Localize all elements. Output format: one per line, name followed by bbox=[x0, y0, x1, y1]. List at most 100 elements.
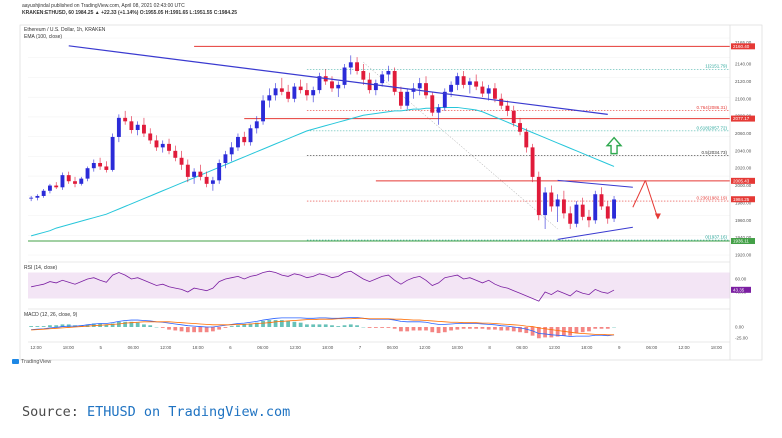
ema-label: EMA (100, close) bbox=[24, 34, 63, 40]
macd-histogram-bar bbox=[323, 324, 328, 327]
candle-body bbox=[98, 162, 103, 167]
price-badge-label: 2005.43 bbox=[733, 178, 750, 183]
macd-histogram-bar bbox=[474, 327, 479, 329]
candle-body bbox=[505, 105, 510, 111]
macd-histogram-bar bbox=[449, 327, 453, 331]
macd-histogram-bar bbox=[248, 323, 253, 327]
macd-line bbox=[31, 317, 615, 337]
macd-histogram-bar bbox=[593, 327, 598, 329]
macd-histogram-bar bbox=[405, 327, 410, 332]
macd-histogram-bar bbox=[204, 327, 209, 333]
candle-body bbox=[148, 133, 153, 141]
time-tick-label: 12:00 bbox=[419, 345, 431, 350]
macd-histogram-bar bbox=[292, 321, 297, 327]
macd-histogram-bar bbox=[117, 321, 121, 327]
time-tick-label: 06:00 bbox=[128, 345, 140, 350]
candle-body bbox=[493, 88, 497, 99]
macd-histogram-bar bbox=[317, 324, 322, 327]
up-arrow-icon bbox=[605, 136, 623, 155]
fib-label: 0(1937.16) bbox=[705, 235, 727, 240]
time-tick-label: 8 bbox=[488, 345, 491, 350]
candle-body bbox=[298, 86, 303, 91]
time-tick-label: 18:00 bbox=[322, 345, 334, 350]
time-tick-label: 7 bbox=[359, 345, 362, 350]
candle-body bbox=[417, 83, 422, 89]
rsi-overbought-oversold-band bbox=[28, 272, 730, 299]
price-axis: 2165.002140.002120.002100.002080.002060.… bbox=[729, 25, 755, 360]
macd-histogram-bar bbox=[543, 327, 547, 338]
macd-histogram-bar bbox=[355, 325, 359, 327]
source-caption: Source: ETHUSD on TradingView.com bbox=[22, 404, 291, 420]
candle-body bbox=[104, 166, 109, 170]
candle-body bbox=[110, 136, 115, 170]
candle-body bbox=[242, 136, 247, 143]
candle-body bbox=[587, 216, 591, 221]
macd-histogram-bar bbox=[511, 327, 516, 332]
price-tick-label: 2140.00 bbox=[735, 62, 752, 67]
price-badge bbox=[731, 115, 755, 122]
fib-label: 0.236(1982.19) bbox=[696, 196, 727, 201]
macd-histogram-bar bbox=[148, 325, 153, 327]
candle-body bbox=[530, 147, 535, 177]
candle-body bbox=[511, 110, 516, 124]
time-tick-label: 18:00 bbox=[452, 345, 464, 350]
macd-histogram-bar bbox=[110, 323, 115, 327]
macd-histogram-bar bbox=[286, 320, 290, 327]
candle-body bbox=[91, 162, 96, 169]
macd-histogram-bar bbox=[499, 327, 504, 331]
macd-histogram-bar bbox=[455, 327, 460, 330]
macd-histogram-bar bbox=[436, 327, 441, 334]
candle-body bbox=[455, 76, 460, 85]
macd-histogram-bar bbox=[223, 327, 228, 328]
macd-histogram-bar bbox=[129, 321, 134, 327]
candle-body bbox=[173, 150, 178, 158]
macd-histogram-bar bbox=[217, 327, 222, 330]
price-tick-label: 1980.00 bbox=[735, 200, 752, 205]
candle-body bbox=[29, 197, 34, 199]
time-axis: 12:00 18:00 5 06:00 12:00 18:00 6 06:00 12:00 18:… bbox=[28, 341, 730, 350]
macd-histogram-bar bbox=[330, 325, 334, 327]
candle-body bbox=[185, 164, 190, 177]
candle-body bbox=[467, 81, 472, 85]
macd-histogram-bar bbox=[373, 327, 378, 328]
fib-label: 1(2151.79) bbox=[705, 64, 727, 69]
candle-body bbox=[398, 91, 403, 106]
macd-histogram-bar bbox=[605, 327, 610, 329]
candle-body bbox=[41, 190, 46, 196]
price-badge-label: 2077.17 bbox=[733, 116, 750, 121]
macd-histogram-bar bbox=[524, 327, 529, 334]
macd-histogram-bar bbox=[574, 327, 579, 334]
macd-histogram-bar bbox=[336, 326, 341, 327]
candle-body bbox=[518, 123, 522, 132]
macd-histogram-bar bbox=[442, 327, 447, 333]
trendlines bbox=[68, 45, 633, 240]
time-tick-label: 12:00 bbox=[30, 345, 42, 350]
candle-body bbox=[499, 98, 504, 106]
candle-body bbox=[593, 194, 598, 221]
macd-histogram-bar bbox=[367, 327, 372, 328]
fib-label: 0.618(2057.72) bbox=[696, 125, 727, 130]
candle-body bbox=[436, 107, 441, 113]
macd-histogram-bar bbox=[254, 322, 259, 327]
candle-body bbox=[223, 154, 228, 163]
candle-body bbox=[392, 70, 397, 92]
source-link[interactable]: ETHUSD on TradingView.com bbox=[87, 404, 291, 420]
time-tick-label: 18:00 bbox=[581, 345, 593, 350]
candle-body bbox=[198, 171, 203, 177]
macd-histogram-bar bbox=[417, 327, 422, 331]
candle-body bbox=[167, 143, 171, 151]
candle-body bbox=[35, 195, 40, 198]
candle-body bbox=[236, 136, 240, 148]
macd-histogram bbox=[29, 320, 616, 339]
macd-histogram-bar bbox=[85, 324, 90, 327]
descending-trendline bbox=[68, 45, 608, 115]
candle-body bbox=[192, 171, 197, 177]
macd-histogram-bar bbox=[29, 326, 34, 327]
macd-histogram-bar bbox=[530, 327, 535, 336]
price-badge bbox=[731, 238, 755, 245]
price-tick-label: 2040.00 bbox=[735, 148, 752, 153]
time-tick-label: 18:00 bbox=[711, 345, 723, 350]
tradingview-logo: TradingView bbox=[12, 359, 51, 365]
candle-body bbox=[405, 91, 410, 106]
time-tick-label: 18:00 bbox=[192, 345, 204, 350]
